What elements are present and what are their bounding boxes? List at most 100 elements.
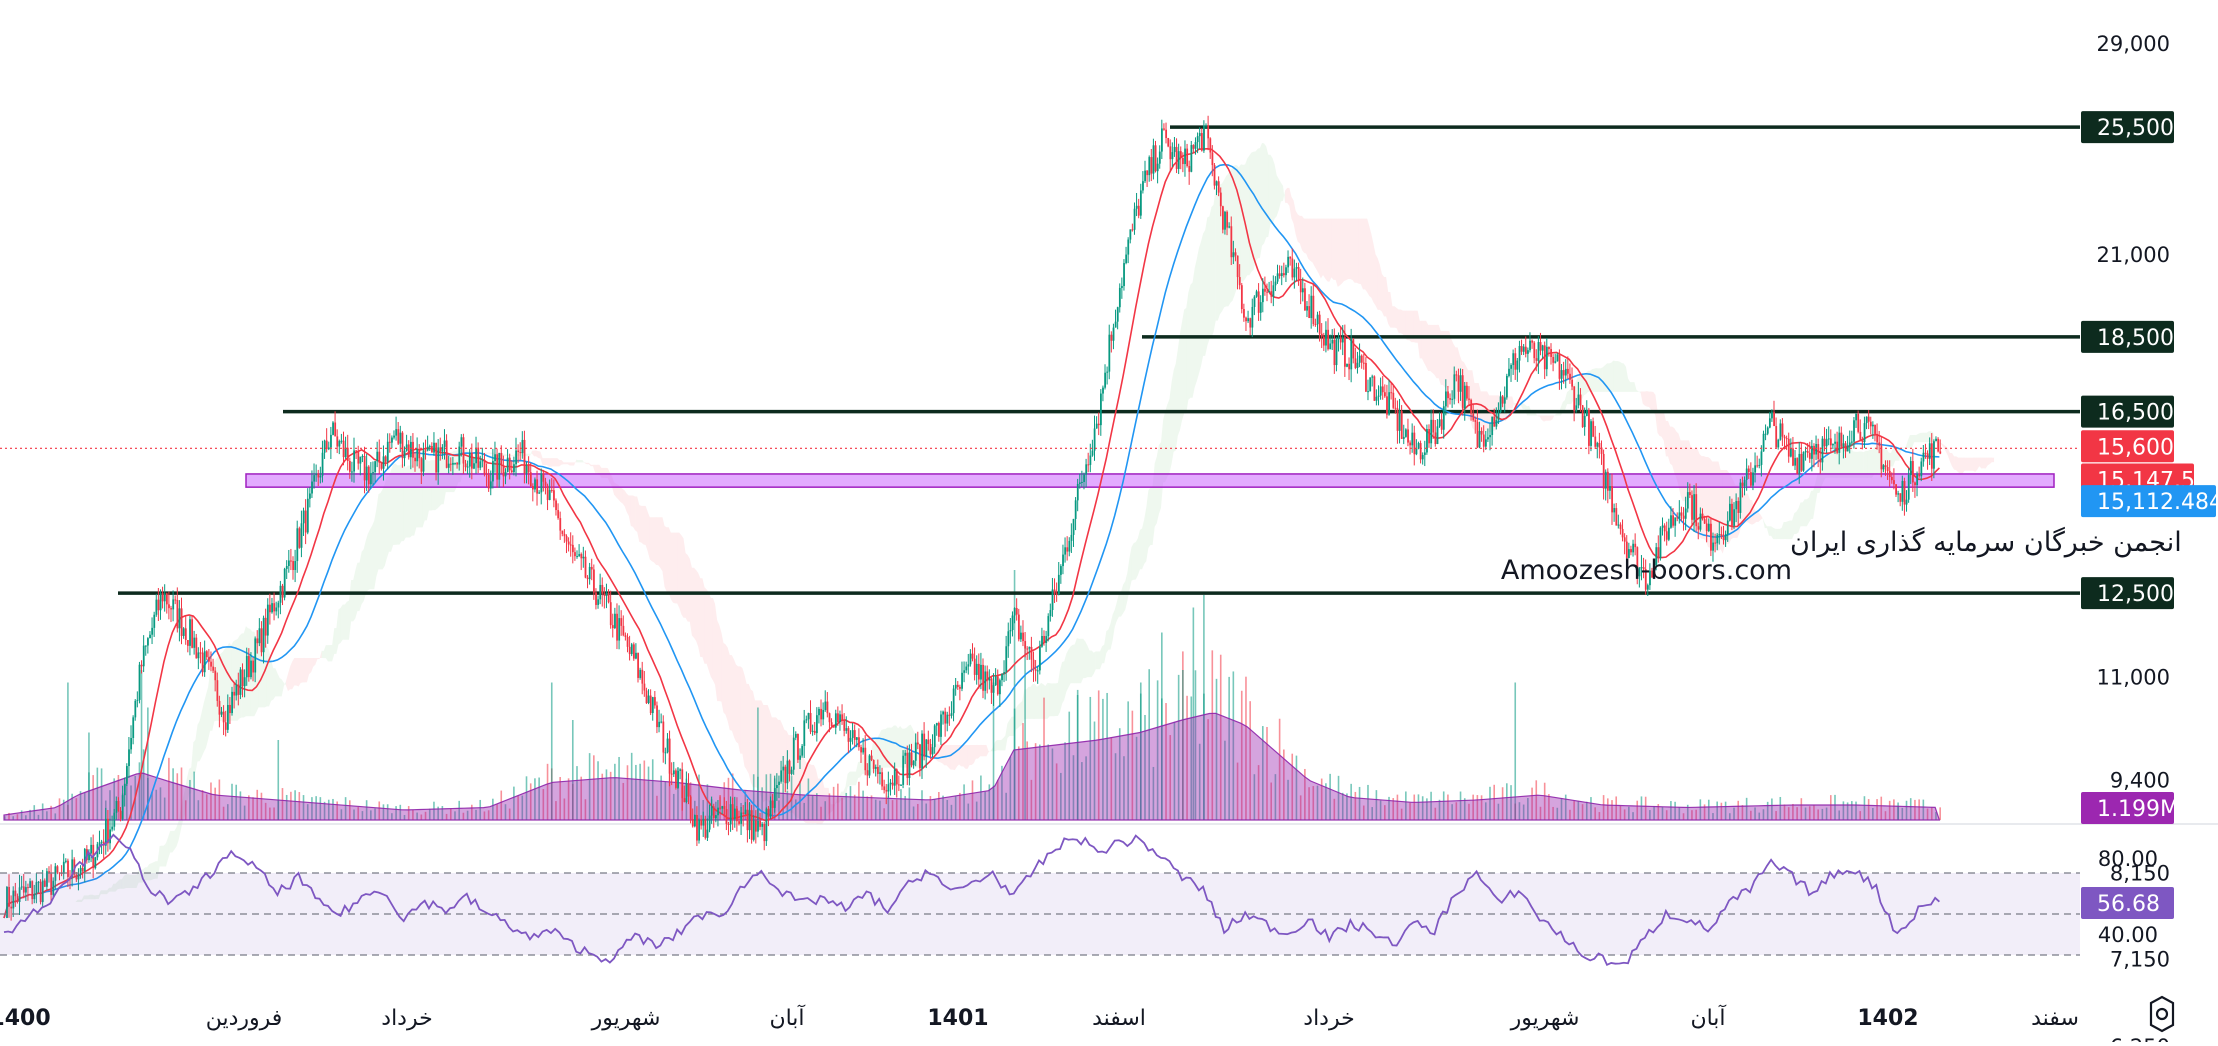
cloud-segment <box>742 668 744 766</box>
candle-body <box>1773 412 1775 426</box>
cloud-segment <box>1222 180 1224 311</box>
candle-body <box>1502 396 1504 403</box>
candle-body <box>951 713 953 716</box>
cloud-segment <box>1291 197 1293 224</box>
candle-body <box>690 797 692 820</box>
settings-icon[interactable] <box>2151 997 2173 1031</box>
cloud-segment <box>540 452 542 465</box>
cloud-segment <box>1594 368 1596 392</box>
candle-body <box>1420 443 1422 459</box>
cloud-segment <box>1590 369 1592 392</box>
cloud-segment <box>1319 219 1321 279</box>
cloud-segment <box>1841 445 1843 478</box>
cloud-segment <box>1134 542 1136 580</box>
candle-body <box>1033 660 1035 670</box>
cloud-segment <box>330 645 332 662</box>
candle-body <box>1022 633 1024 641</box>
candle-body <box>322 453 324 476</box>
candle-body <box>1380 386 1382 395</box>
candle-body <box>1874 425 1876 434</box>
candle-body <box>370 473 372 484</box>
cloud-segment <box>1420 321 1422 359</box>
cloud-segment <box>170 831 172 853</box>
candle-body <box>357 451 359 464</box>
candle-body <box>967 664 969 666</box>
candle-body <box>1132 229 1134 230</box>
candle-body <box>1304 288 1306 310</box>
candle-body <box>381 463 383 469</box>
candle-body <box>1632 544 1634 553</box>
cloud-segment <box>1771 526 1773 539</box>
cloud-segment <box>1188 285 1190 400</box>
candle-body <box>1251 307 1253 328</box>
last-price-badge: 15,600 <box>2081 430 2174 462</box>
candle-body <box>1750 472 1752 485</box>
candle-body <box>1111 335 1113 341</box>
candle-body <box>1883 465 1885 469</box>
candle-body <box>1010 630 1012 631</box>
cloud-segment <box>1113 610 1115 641</box>
candle-body <box>692 819 694 826</box>
cloud-segment <box>583 460 585 463</box>
candle-body <box>1216 181 1218 185</box>
candle-body <box>1748 469 1750 473</box>
cloud-segment <box>1557 413 1559 415</box>
cloud-segment <box>1119 592 1121 617</box>
candle-body <box>1077 484 1079 500</box>
cloud-segment <box>309 658 311 674</box>
candle-body <box>1357 363 1359 368</box>
candle-body <box>1716 535 1718 544</box>
volume-badge-text: 1.199M <box>2097 797 2179 822</box>
time-axis[interactable]: 1400فروردینخردادشهریورآبان1401اسفندخرداد… <box>0 1004 2079 1031</box>
candle-body <box>1540 342 1542 351</box>
candle-body <box>452 463 454 465</box>
candle-body <box>1146 171 1148 175</box>
candle-body <box>1018 615 1020 640</box>
volume-average-area <box>4 713 1939 820</box>
cloud-segment <box>1376 254 1378 310</box>
candle-body <box>1695 494 1697 526</box>
cloud-segment <box>1365 219 1367 293</box>
rsi-pane <box>0 835 2080 965</box>
cloud-segment <box>351 580 353 621</box>
candle-body <box>976 664 978 675</box>
support-zone[interactable] <box>246 474 2054 487</box>
candle-body <box>1247 318 1249 321</box>
candle-body <box>570 545 572 546</box>
candle-body <box>686 783 688 802</box>
candle-body <box>873 760 875 769</box>
candle-body <box>904 753 906 756</box>
candle-body <box>185 628 187 640</box>
cloud-segment <box>1338 219 1340 287</box>
candle-body <box>1449 398 1451 400</box>
candle-body <box>509 458 511 471</box>
candle-body <box>532 486 534 489</box>
candle-body <box>1870 422 1872 427</box>
candle-body <box>1277 273 1279 281</box>
cloud-segment <box>1672 427 1674 473</box>
cloud-segment <box>665 526 667 592</box>
candle-body <box>482 460 484 462</box>
candle-body <box>1662 526 1664 528</box>
candle-body <box>90 845 92 853</box>
candle-body <box>772 801 774 808</box>
cloud-segment <box>1914 435 1916 442</box>
candle-body <box>444 440 446 446</box>
cloud-segment <box>265 643 267 707</box>
candle-body <box>1163 128 1165 129</box>
candle-body <box>1224 212 1226 230</box>
cloud-segment <box>585 462 587 464</box>
watermark-title: انجمن خبرگان سرمایه گذاری ایران <box>1790 526 2182 558</box>
candle-body <box>454 463 456 464</box>
candle-body <box>170 608 172 609</box>
volume-spike <box>67 683 69 821</box>
cloud-segment <box>856 762 858 785</box>
cloud-segment <box>1632 382 1634 392</box>
candle-body <box>404 451 406 458</box>
candle-body <box>1466 386 1468 399</box>
cloud-segment <box>1702 456 1704 539</box>
cloud-segment <box>690 559 692 636</box>
cloud-segment <box>1779 528 1781 539</box>
